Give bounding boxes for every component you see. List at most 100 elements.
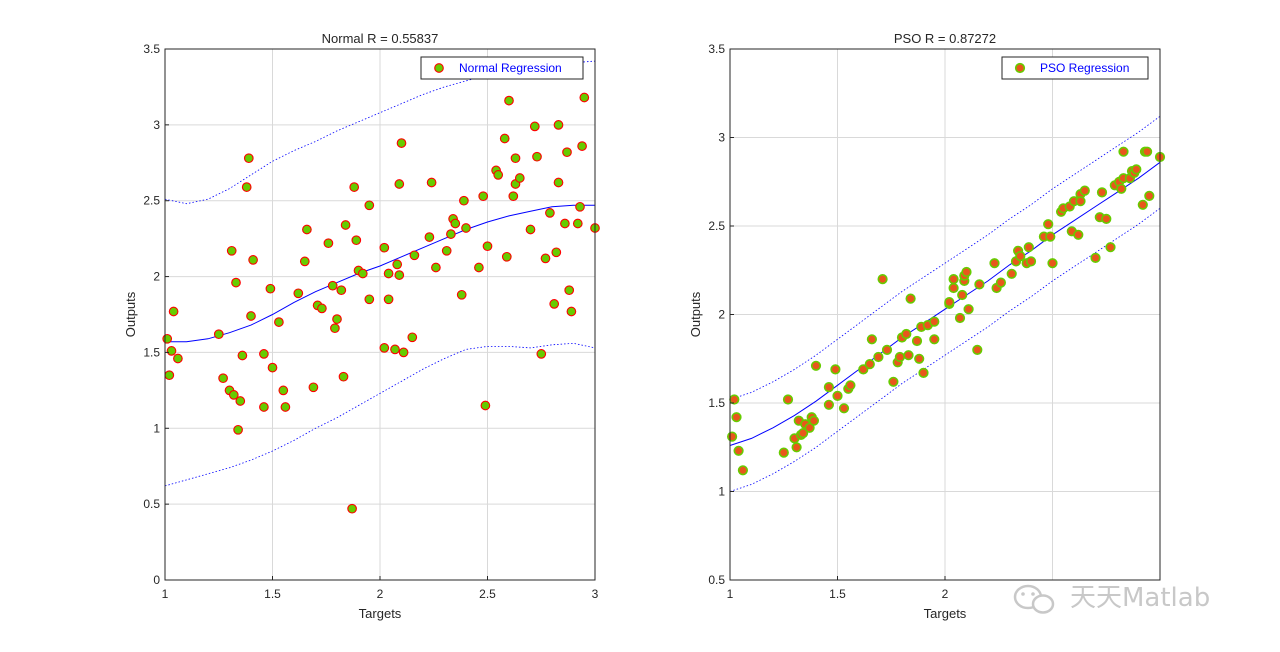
data-point	[259, 349, 269, 359]
data-point	[383, 294, 394, 305]
data-point	[963, 304, 974, 315]
data-point	[478, 191, 489, 202]
data-point	[778, 447, 789, 458]
legend-box	[1001, 56, 1149, 80]
y-tick-label: 3	[718, 131, 725, 145]
y-tick-label: 2.5	[143, 194, 160, 208]
data-point	[317, 303, 327, 314]
y-tick-label: 1	[153, 421, 160, 435]
data-point	[338, 371, 349, 382]
scatter-points	[726, 146, 1166, 476]
data-point	[864, 359, 875, 370]
data-point	[566, 306, 577, 317]
data-point	[726, 431, 738, 442]
data-point	[525, 224, 536, 235]
data-point	[830, 364, 841, 375]
data-point	[989, 258, 1000, 269]
data-point	[364, 294, 375, 305]
data-point	[536, 349, 547, 359]
data-point	[791, 442, 802, 453]
y-tick-label: 0.5	[708, 573, 725, 587]
data-point	[243, 153, 254, 164]
data-point	[545, 208, 555, 218]
watermark-text: 天天Matlab	[1070, 583, 1210, 613]
data-point	[549, 299, 560, 309]
data-point	[299, 256, 310, 267]
data-point	[881, 344, 893, 356]
data-point	[431, 262, 441, 273]
data-point	[213, 329, 224, 340]
data-point	[459, 195, 469, 206]
legend: Normal Regression	[420, 56, 584, 80]
data-point	[832, 390, 843, 402]
x-axis-label: Targets	[924, 606, 967, 621]
data-point	[248, 255, 258, 265]
data-point	[280, 402, 291, 412]
data-point	[823, 382, 835, 393]
data-point	[390, 344, 400, 355]
data-point	[407, 332, 418, 343]
data-point	[228, 390, 239, 400]
data-point	[529, 121, 540, 132]
data-point	[737, 465, 749, 476]
data-point	[905, 293, 916, 304]
data-point	[267, 362, 278, 373]
data-point	[553, 120, 564, 130]
data-point	[164, 370, 175, 381]
data-point	[972, 344, 983, 356]
data-point	[233, 424, 243, 435]
data-point	[903, 350, 914, 361]
x-tick-label: 2	[942, 587, 949, 601]
data-point	[450, 218, 461, 229]
regression-fit-line	[729, 161, 1161, 446]
data-point	[349, 182, 360, 192]
data-point	[379, 242, 390, 253]
data-point	[394, 179, 405, 189]
x-axis-label: Targets	[359, 606, 402, 621]
data-point	[575, 201, 585, 212]
chart-title: PSO R = 0.87272	[894, 31, 996, 46]
data-point	[572, 218, 583, 229]
data-point	[901, 328, 912, 340]
legend-marker	[434, 63, 444, 73]
data-point	[1023, 242, 1034, 253]
data-point	[948, 274, 959, 285]
y-axis-label: Outputs	[688, 291, 703, 337]
data-point	[995, 277, 1007, 288]
data-point	[948, 282, 959, 294]
data-point	[323, 238, 334, 249]
data-point	[1131, 164, 1142, 175]
x-tick-label: 3	[592, 587, 599, 601]
data-point	[918, 367, 929, 379]
data-point	[562, 147, 572, 158]
data-point	[1101, 213, 1112, 224]
data-point	[1137, 199, 1148, 210]
data-point	[246, 311, 256, 321]
data-point	[1141, 146, 1153, 157]
data-point	[974, 279, 985, 290]
data-point	[954, 312, 966, 324]
data-point	[1105, 242, 1116, 253]
upper-bound-line	[729, 115, 1161, 400]
data-point	[231, 277, 241, 288]
x-tick-label: 2.5	[479, 587, 496, 601]
x-tick-label: 1.5	[264, 587, 281, 601]
data-point	[237, 350, 248, 361]
data-point	[308, 382, 319, 393]
data-point	[911, 335, 923, 347]
y-axis-label: Outputs	[123, 291, 138, 337]
data-point	[501, 251, 512, 262]
data-point	[564, 285, 575, 296]
data-point	[1047, 258, 1058, 269]
data-point	[1045, 231, 1056, 242]
data-point	[480, 400, 491, 411]
data-point	[1144, 190, 1155, 201]
data-point	[1075, 196, 1086, 207]
data-point	[409, 250, 420, 261]
data-point	[302, 224, 312, 235]
data-point	[441, 245, 452, 256]
data-point	[894, 351, 906, 363]
data-point	[392, 259, 403, 270]
data-point	[426, 177, 437, 188]
y-tick-label: 3.5	[143, 42, 160, 56]
